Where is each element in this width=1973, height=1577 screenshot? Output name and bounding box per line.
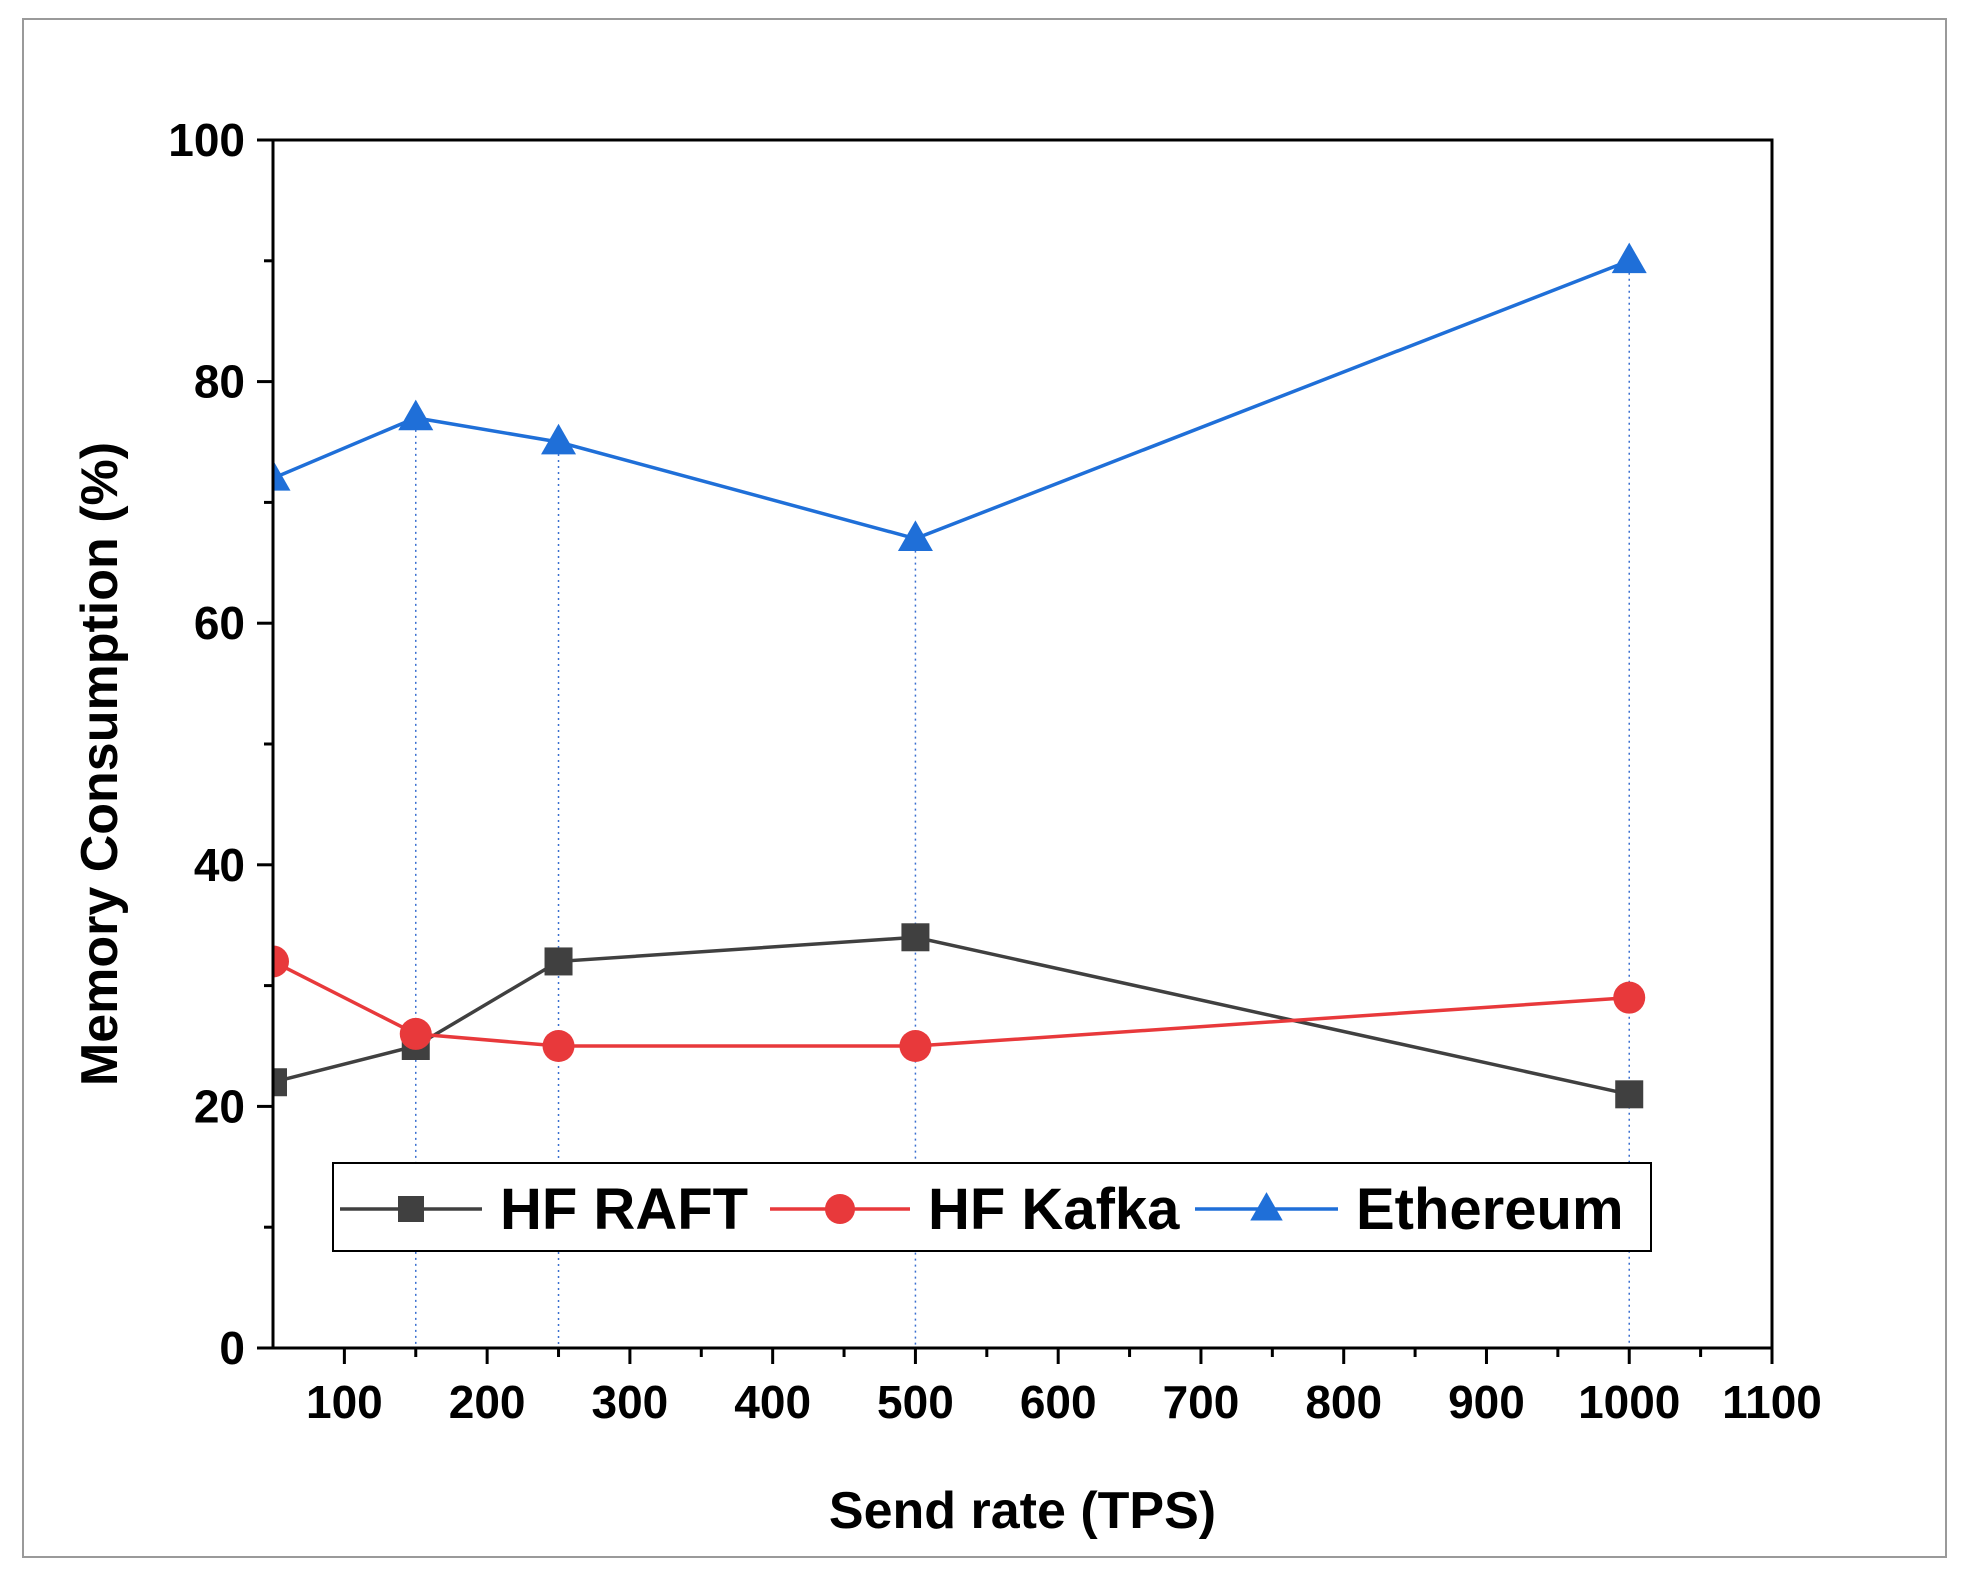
series-hf-raft: [273, 923, 1644, 1109]
x-tick-label: 900: [1448, 1376, 1525, 1428]
axes: 100 200 300 400 500 600 700 800 900 1000 1100 0 20 40…: [168, 114, 1822, 1428]
legend-marker: [1250, 1192, 1283, 1221]
legend-label: Ethereum: [1356, 1177, 1624, 1242]
y-axis-label: Memory Consumption (%): [71, 442, 129, 1086]
y-tick-label: 60: [194, 597, 245, 649]
x-tick-label: 500: [877, 1376, 954, 1428]
x-tick-label: 1000: [1578, 1376, 1680, 1428]
legend: HF RAFT HF Kafka Ethereum: [332, 1162, 1652, 1252]
data-point: [273, 460, 291, 491]
x-axis-label: Send rate (TPS): [829, 1482, 1216, 1540]
x-tick-label: 300: [592, 1376, 669, 1428]
x-tick-label: 200: [449, 1376, 526, 1428]
data-point: [1613, 981, 1646, 1014]
x-tick-label: 100: [306, 1376, 383, 1428]
legend-marker: [398, 1196, 424, 1222]
legend-box: [332, 1162, 1652, 1252]
x-tick-label: 800: [1305, 1376, 1382, 1428]
series-layer: [273, 242, 1647, 1109]
data-point: [273, 1068, 287, 1097]
x-tick-label: 600: [1020, 1376, 1097, 1428]
data-point: [901, 923, 930, 952]
data-point: [899, 1030, 932, 1062]
data-point: [542, 1030, 575, 1062]
data-point: [541, 423, 577, 455]
series-ethereum: [273, 242, 1647, 551]
series-hf-kafka: [273, 945, 1646, 1062]
data-point: [544, 947, 573, 976]
legend-label: HF Kafka: [928, 1177, 1180, 1242]
y-tick-label: 40: [194, 839, 245, 891]
y-tick-label: 80: [194, 356, 245, 408]
y-tick-label: 0: [219, 1322, 245, 1374]
y-tick-label: 20: [194, 1080, 245, 1132]
y-tick-label: 100: [168, 114, 245, 166]
x-tick-label: 700: [1163, 1376, 1240, 1428]
data-point: [399, 1017, 432, 1050]
legend-marker: [825, 1194, 855, 1224]
data-point: [398, 399, 434, 431]
data-point: [1611, 242, 1647, 274]
data-point: [897, 520, 933, 551]
data-point: [1615, 1080, 1644, 1109]
series-line: [273, 935, 1630, 1097]
series-line: [273, 259, 1630, 541]
legend-label: HF RAFT: [500, 1177, 748, 1242]
series-line: [273, 959, 1630, 1048]
figure-frame: [22, 18, 1947, 1558]
x-tick-label: 400: [734, 1376, 811, 1428]
x-tick-label: 1100: [1722, 1376, 1822, 1428]
data-point: [273, 945, 289, 978]
